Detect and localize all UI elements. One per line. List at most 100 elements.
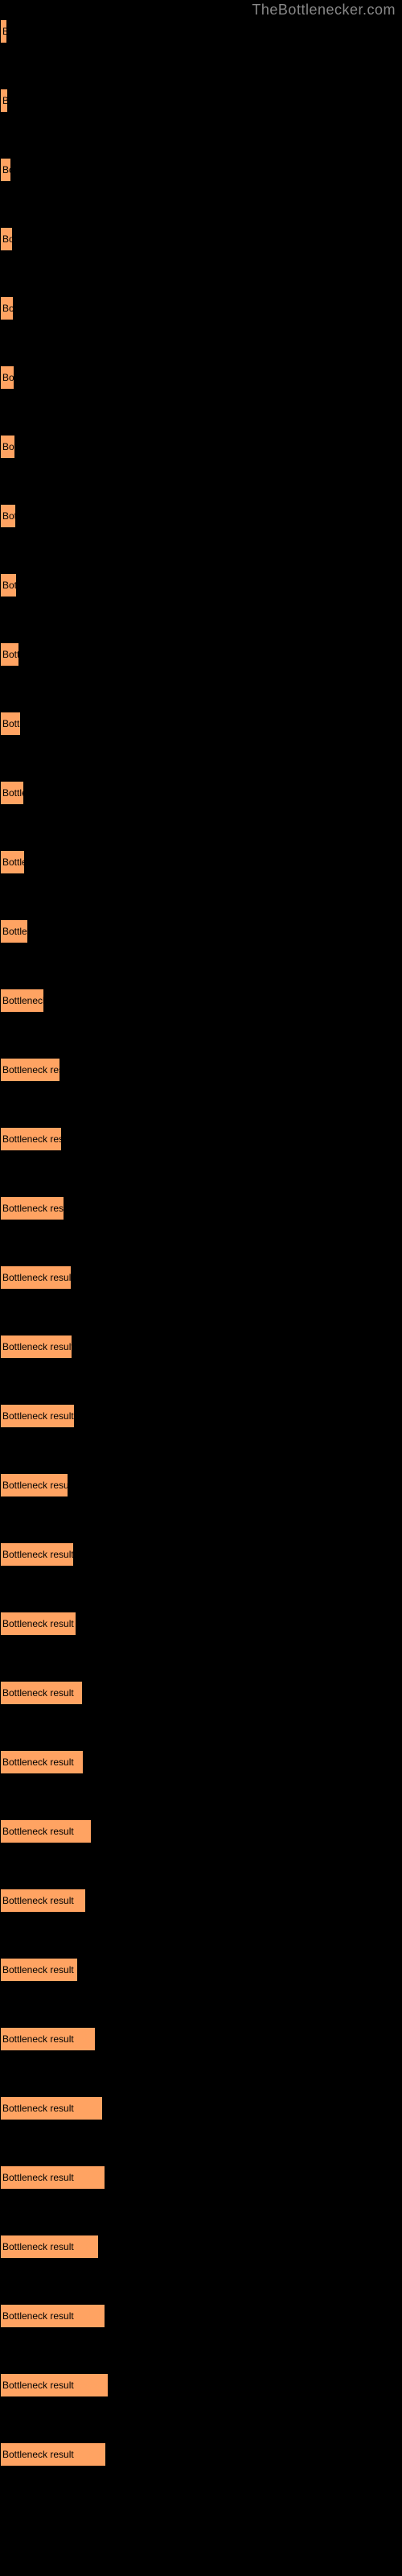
bar-label: Bottleneck result — [2, 1964, 74, 1975]
bar-row: Bottleneck result — [0, 19, 402, 43]
bar-row: Bottleneck result — [0, 2027, 402, 2051]
bar-row: Bottleneck result — [0, 1542, 402, 1567]
bar-label: Bottleneck result — [2, 233, 13, 245]
bar-row: Bottleneck result — [0, 712, 402, 736]
bar-label: Bottleneck result — [2, 2380, 74, 2391]
bar-row: Bottleneck result — [0, 89, 402, 113]
bar-label: Bottleneck result — [2, 2103, 74, 2114]
bar: Bottleneck result — [0, 712, 21, 736]
bar-label: Bottleneck result — [2, 26, 7, 37]
bar-label: Bottleneck result — [2, 164, 11, 175]
bar-row: Bottleneck result — [0, 1335, 402, 1359]
bar-label: Bottleneck result — [2, 95, 8, 106]
bar-label: Bottleneck result — [2, 2172, 74, 2183]
bar-label: Bottleneck result — [2, 580, 17, 591]
bar-label: Bottleneck result — [2, 1757, 74, 1768]
bar: Bottleneck result — [0, 1889, 86, 1913]
bar: Bottleneck result — [0, 1612, 76, 1636]
bar: Bottleneck result — [0, 573, 17, 597]
bar-label: Bottleneck result — [2, 857, 25, 868]
bar-row: Bottleneck result — [0, 573, 402, 597]
bar-row: Bottleneck result — [0, 504, 402, 528]
bar-row: Bottleneck result — [0, 1196, 402, 1220]
bar: Bottleneck result — [0, 2442, 106, 2467]
bar-label: Bottleneck result — [2, 303, 14, 314]
bar: Bottleneck result — [0, 1335, 72, 1359]
bar: Bottleneck result — [0, 1958, 78, 1982]
bar-row: Bottleneck result — [0, 158, 402, 182]
bar-row: Bottleneck result — [0, 1058, 402, 1082]
bar: Bottleneck result — [0, 781, 24, 805]
bar-label: Bottleneck result — [2, 718, 21, 729]
bar-label: Bottleneck result — [2, 2033, 74, 2045]
bar-row: Bottleneck result — [0, 1127, 402, 1151]
bar: Bottleneck result — [0, 296, 14, 320]
bar-label: Bottleneck result — [2, 510, 16, 522]
bar-label: Bottleneck result — [2, 1341, 72, 1352]
bar-row: Bottleneck result — [0, 2373, 402, 2397]
bar-label: Bottleneck result — [2, 926, 28, 937]
bar-row: Bottleneck result — [0, 1681, 402, 1705]
bar: Bottleneck result — [0, 1265, 72, 1290]
bar-label: Bottleneck result — [2, 441, 15, 452]
watermark-text: TheBottlenecker.com — [252, 2, 396, 19]
bar: Bottleneck result — [0, 89, 8, 113]
bar-row: Bottleneck result — [0, 1265, 402, 1290]
bar-label: Bottleneck result — [2, 787, 24, 799]
bar-row: Bottleneck result — [0, 365, 402, 390]
bar: Bottleneck result — [0, 158, 11, 182]
bar: Bottleneck result — [0, 1750, 84, 1774]
bar: Bottleneck result — [0, 2235, 99, 2259]
bar-row: Bottleneck result — [0, 1404, 402, 1428]
bar-row: Bottleneck result — [0, 227, 402, 251]
bar-label: Bottleneck result — [2, 1272, 72, 1283]
bar: Bottleneck result — [0, 850, 25, 874]
bar-label: Bottleneck result — [2, 2241, 74, 2252]
bar-label: Bottleneck result — [2, 1133, 62, 1145]
bar-label: Bottleneck result — [2, 1826, 74, 1837]
bar-row: Bottleneck result — [0, 1473, 402, 1497]
bar-label: Bottleneck result — [2, 1480, 68, 1491]
bar: Bottleneck result — [0, 19, 7, 43]
bar-label: Bottleneck result — [2, 2310, 74, 2322]
bar-row: Bottleneck result — [0, 2096, 402, 2120]
bar-label: Bottleneck result — [2, 1687, 74, 1699]
bar-row: Bottleneck result — [0, 435, 402, 459]
bar-label: Bottleneck result — [2, 995, 44, 1006]
bar: Bottleneck result — [0, 1542, 74, 1567]
bar: Bottleneck result — [0, 504, 16, 528]
bar: Bottleneck result — [0, 2373, 109, 2397]
bar-row: Bottleneck result — [0, 296, 402, 320]
bar: Bottleneck result — [0, 227, 13, 251]
bar: Bottleneck result — [0, 2304, 105, 2328]
bar: Bottleneck result — [0, 1404, 75, 1428]
bar-row: Bottleneck result — [0, 1750, 402, 1774]
bar-label: Bottleneck result — [2, 1895, 74, 1906]
bar-row: Bottleneck result — [0, 642, 402, 667]
bar-label: Bottleneck result — [2, 1064, 60, 1075]
bar-row: Bottleneck result — [0, 1819, 402, 1843]
bar: Bottleneck result — [0, 365, 14, 390]
bar: Bottleneck result — [0, 435, 15, 459]
bar: Bottleneck result — [0, 1196, 64, 1220]
bar-row: Bottleneck result — [0, 850, 402, 874]
bar-chart: Bottleneck result Bottleneck result Bottle… — [0, 0, 402, 2528]
bar-label: Bottleneck result — [2, 2449, 74, 2460]
bar: Bottleneck result — [0, 2027, 96, 2051]
bar-row: Bottleneck result — [0, 2235, 402, 2259]
bar: Bottleneck result — [0, 2096, 103, 2120]
bar: Bottleneck result — [0, 919, 28, 943]
bar: Bottleneck result — [0, 1127, 62, 1151]
bar: Bottleneck result — [0, 1058, 60, 1082]
bar-row: Bottleneck result — [0, 989, 402, 1013]
bar-row: Bottleneck result — [0, 1612, 402, 1636]
bar-label: Bottleneck result — [2, 1618, 74, 1629]
bar-row: Bottleneck result — [0, 2304, 402, 2328]
bar: Bottleneck result — [0, 2165, 105, 2190]
bar: Bottleneck result — [0, 1819, 92, 1843]
bar: Bottleneck result — [0, 1473, 68, 1497]
bar-label: Bottleneck result — [2, 372, 14, 383]
bar: Bottleneck result — [0, 642, 19, 667]
bar-row: Bottleneck result — [0, 781, 402, 805]
bar-row: Bottleneck result — [0, 919, 402, 943]
